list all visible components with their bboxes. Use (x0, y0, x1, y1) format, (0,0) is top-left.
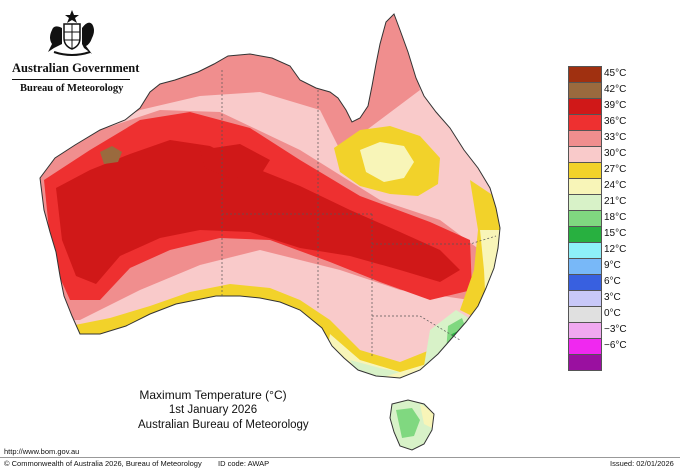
map-title: Maximum Temperature (°C) (139, 388, 287, 402)
legend-label: 15°C (604, 228, 627, 239)
legend-swatch (569, 147, 601, 163)
legend-label: 36°C (604, 116, 627, 127)
legend-label: −3°C (604, 324, 627, 335)
legend-label: 33°C (604, 132, 627, 143)
bureau-name: Bureau of Meteorology (20, 83, 124, 94)
legend-label: 39°C (604, 100, 627, 111)
legend-swatch (569, 67, 601, 83)
legend-label: 24°C (604, 180, 627, 191)
legend-swatch (569, 307, 601, 323)
legend-swatch (569, 243, 601, 259)
footer-divider (0, 457, 680, 458)
legend-swatch (569, 355, 601, 370)
mainland-coastline (39, 13, 501, 379)
legend-swatch (569, 195, 601, 211)
legend-swatch (569, 99, 601, 115)
legend-swatch (569, 227, 601, 243)
legend-swatch (569, 259, 601, 275)
legend-label: 42°C (604, 84, 627, 95)
footer-issued: Issued: 02/01/2026 (610, 459, 674, 468)
legend-swatch (569, 211, 601, 227)
legend-label: 9°C (604, 260, 621, 271)
legend-label: 27°C (604, 164, 627, 175)
state-borders (221, 70, 497, 356)
legend-label: 3°C (604, 292, 621, 303)
map-source: Australian Bureau of Meteorology (138, 419, 309, 431)
tasmania-coastline (389, 399, 435, 451)
legend-label: 45°C (604, 68, 627, 79)
legend-swatch (569, 83, 601, 99)
coat-of-arms-icon (48, 10, 94, 56)
legend-swatch (569, 323, 601, 339)
legend-swatch (569, 163, 601, 179)
legend-label: 12°C (604, 244, 627, 255)
government-logo: Australian Government Bureau of Meteorol… (8, 8, 139, 96)
footer-id-code: ID code: AWAP (218, 459, 270, 468)
legend-swatch (569, 179, 601, 195)
legend-label: 30°C (604, 148, 627, 159)
map-date: 1st January 2026 (168, 404, 258, 416)
legend-swatch (569, 115, 601, 131)
legend-label: 6°C (604, 276, 621, 287)
government-name: Australian Government (12, 61, 140, 75)
legend-swatch (569, 291, 601, 307)
legend-swatch (569, 275, 601, 291)
temperature-legend (568, 66, 602, 371)
footer-copyright: © Commonwealth of Australia 2026, Bureau… (4, 459, 202, 468)
legend-swatch (569, 339, 601, 355)
legend-swatch (569, 131, 601, 147)
footer-url[interactable]: http://www.bom.gov.au (4, 447, 80, 456)
legend-label: −6°C (604, 340, 627, 351)
legend-label: 0°C (604, 308, 621, 319)
legend-label: 18°C (604, 212, 627, 223)
tasmania-temperature-bands (390, 400, 434, 450)
legend-label: 21°C (604, 196, 627, 207)
map-caption: Maximum Temperature (°C) 1st January 202… (138, 388, 309, 433)
logo-divider (12, 79, 130, 80)
